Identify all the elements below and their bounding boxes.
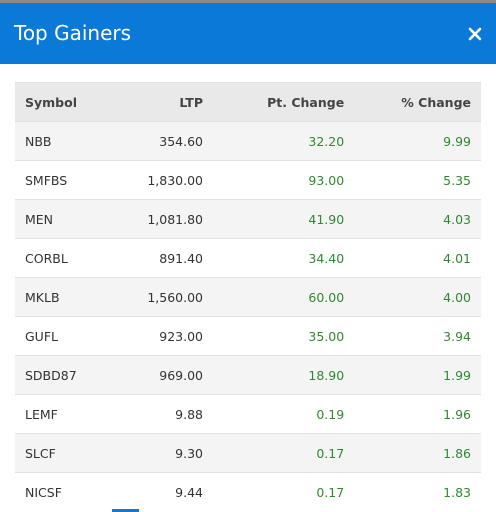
table-cell: 5.35 bbox=[354, 160, 481, 200]
table-cell: 9.88 bbox=[105, 394, 217, 434]
table-cell: 0.19 bbox=[217, 394, 355, 434]
table-cell: 1,560.00 bbox=[105, 277, 217, 317]
table-cell: 4.01 bbox=[354, 238, 481, 278]
gainers-table: Symbol LTP Pt. Change% Change NBB 354.60 32.… bbox=[15, 82, 481, 512]
column-header: Pt. Change bbox=[217, 82, 355, 122]
top-strip bbox=[0, 0, 496, 3]
table-row: MEN 1,081.80 41.90 4.03 bbox=[15, 199, 481, 239]
table-cell: 1.86 bbox=[354, 433, 481, 473]
table-cell: 1.99 bbox=[354, 355, 481, 395]
close-button[interactable] bbox=[468, 27, 482, 41]
table-cell: 923.00 bbox=[105, 316, 217, 356]
table-cell: 3.94 bbox=[354, 316, 481, 356]
table-cell: 35.00 bbox=[217, 316, 355, 356]
table-cell: 9.99 bbox=[354, 121, 481, 161]
table-head: Symbol LTP Pt. Change% Change bbox=[15, 82, 481, 122]
table-row: SMFBS 1,830.00 93.00 5.35 bbox=[15, 160, 481, 200]
table-cell: SDBD87 bbox=[15, 355, 105, 395]
table-cell: 354.60 bbox=[105, 121, 217, 161]
table-row: NICSF 9.44 0.17 1.83 bbox=[15, 472, 481, 512]
table-cell: SMFBS bbox=[15, 160, 105, 200]
table-cell: 1.83 bbox=[354, 472, 481, 512]
table-cell: 891.40 bbox=[105, 238, 217, 278]
modal-header: Top Gainers bbox=[0, 3, 496, 64]
table-cell: 0.17 bbox=[217, 433, 355, 473]
column-header: LTP bbox=[105, 82, 217, 122]
table-cell: 4.00 bbox=[354, 277, 481, 317]
table-body: NBB 354.60 32.20 9.99 SMFBS 1,830.00 93.00 5.35… bbox=[15, 121, 481, 512]
table-cell: SLCF bbox=[15, 433, 105, 473]
table-cell: MKLB bbox=[15, 277, 105, 317]
table-row: MKLB 1,560.00 60.00 4.00 bbox=[15, 277, 481, 317]
table-cell: MEN bbox=[15, 199, 105, 239]
table-cell: NBB bbox=[15, 121, 105, 161]
table-cell: 1,830.00 bbox=[105, 160, 217, 200]
table-cell: 32.20 bbox=[217, 121, 355, 161]
column-header: % Change bbox=[354, 82, 481, 122]
table-cell: 18.90 bbox=[217, 355, 355, 395]
table-cell: 9.44 bbox=[105, 472, 217, 512]
column-header: Symbol bbox=[15, 82, 105, 122]
table-row: GUFL 923.00 35.00 3.94 bbox=[15, 316, 481, 356]
table-row: SDBD87 969.00 18.90 1.99 bbox=[15, 355, 481, 395]
table-cell: 4.03 bbox=[354, 199, 481, 239]
modal-title: Top Gainers bbox=[14, 21, 132, 45]
table-cell: 1.96 bbox=[354, 394, 481, 434]
table-cell: GUFL bbox=[15, 316, 105, 356]
table-cell: CORBL bbox=[15, 238, 105, 278]
header-row: Symbol LTP Pt. Change% Change bbox=[15, 82, 481, 122]
table-cell: 93.00 bbox=[217, 160, 355, 200]
table-cell: LEMF bbox=[15, 394, 105, 434]
table-row: SLCF 9.30 0.17 1.86 bbox=[15, 433, 481, 473]
table-cell: NICSF bbox=[15, 472, 105, 512]
table-cell: 969.00 bbox=[105, 355, 217, 395]
table-cell: 60.00 bbox=[217, 277, 355, 317]
table-cell: 41.90 bbox=[217, 199, 355, 239]
close-icon bbox=[468, 27, 482, 41]
table-row: LEMF 9.88 0.19 1.96 bbox=[15, 394, 481, 434]
table-cell: 9.30 bbox=[105, 433, 217, 473]
table-row: CORBL 891.40 34.40 4.01 bbox=[15, 238, 481, 278]
table-row: NBB 354.60 32.20 9.99 bbox=[15, 121, 481, 161]
table-cell: 34.40 bbox=[217, 238, 355, 278]
table-cell: 1,081.80 bbox=[105, 199, 217, 239]
scroll-indicator bbox=[112, 509, 139, 512]
table-cell: 0.17 bbox=[217, 472, 355, 512]
